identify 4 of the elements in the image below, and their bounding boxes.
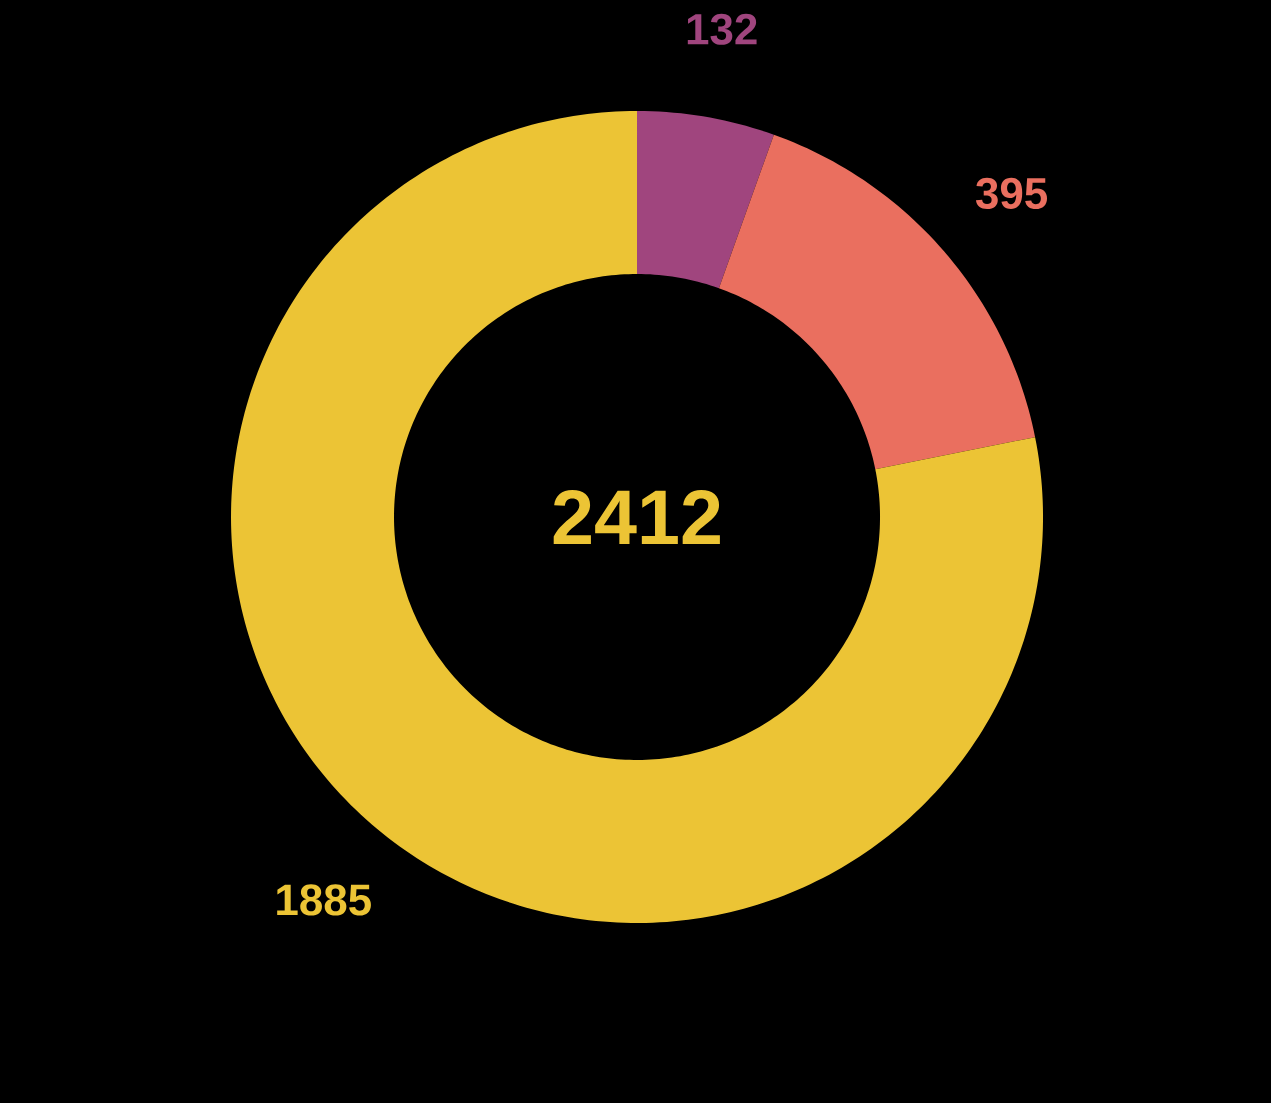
text: 2412 [553,489,720,544]
data-label: 395 [975,177,1048,209]
data-label: 1885 [277,884,371,916]
data-label: 132 [687,13,757,45]
